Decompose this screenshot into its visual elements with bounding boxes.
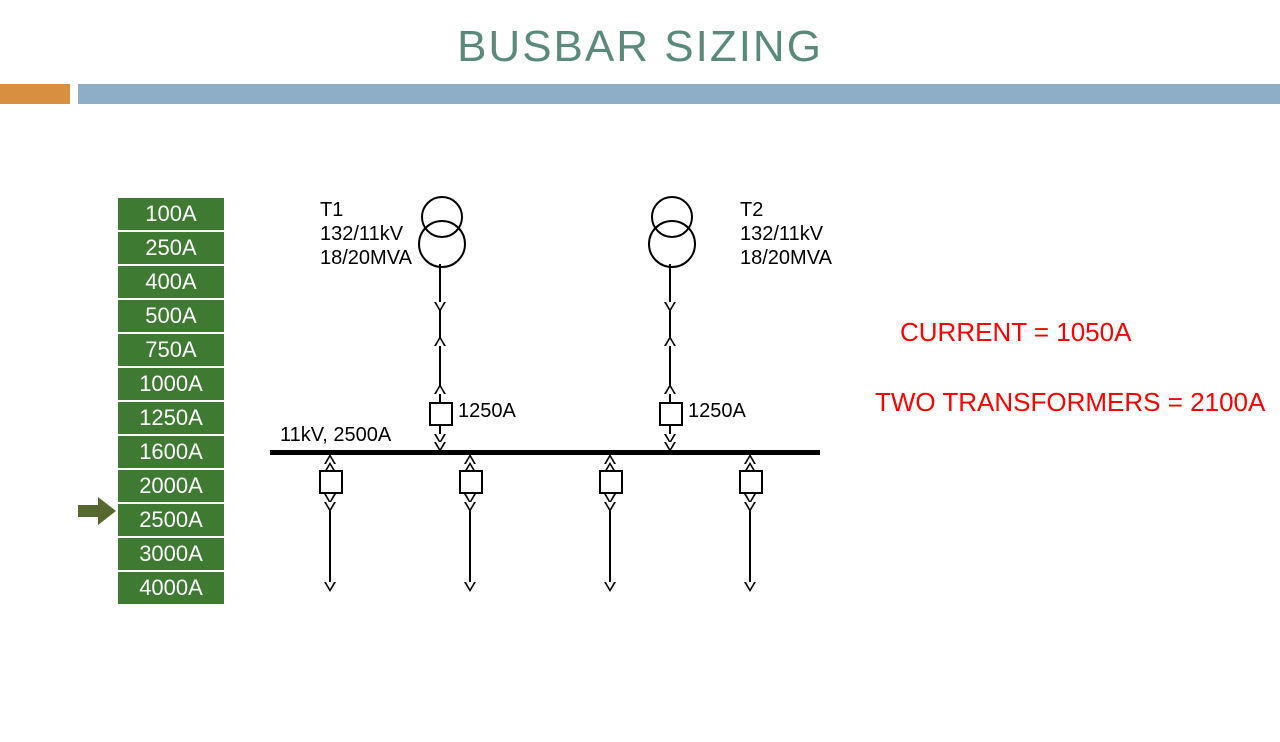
rating-item: 2500A — [118, 503, 224, 537]
incomer-line — [439, 264, 441, 402]
arrow-down-icon — [434, 442, 446, 452]
circuit-breaker — [429, 402, 453, 426]
arrow-down-icon — [664, 442, 676, 452]
arrow-up-icon — [664, 384, 676, 394]
busbar-label: 11kV, 2500A — [280, 424, 391, 447]
transformer-secondary-circle — [648, 220, 696, 268]
arrow-down-icon — [664, 302, 676, 312]
arrow-down-icon — [324, 502, 336, 512]
rating-list: 100A250A400A500A750A1000A1250A1600A2000A… — [118, 197, 224, 605]
arrow-down-icon — [604, 502, 616, 512]
feeder-breaker — [599, 470, 623, 494]
breaker-rating: 1250A — [688, 400, 746, 423]
feeder-breaker — [319, 470, 343, 494]
note-current: CURRENT = 1050A — [900, 317, 1131, 348]
rating-item: 4000A — [118, 571, 224, 605]
page-title: BUSBAR SIZING — [0, 22, 1280, 72]
feeder-breaker — [739, 470, 763, 494]
arrow-up-icon — [664, 336, 676, 346]
note-two-transformers: TWO TRANSFORMERS = 2100A — [875, 387, 1265, 418]
circuit-breaker — [659, 402, 683, 426]
rating-item: 250A — [118, 231, 224, 265]
transformer-secondary-circle — [418, 220, 466, 268]
arrow-down-icon — [464, 502, 476, 512]
feeder-breaker — [459, 470, 483, 494]
single-line-diagram: 11kV, 2500A T1132/11kV18/20MVA 1250A T2132/… — [260, 192, 900, 622]
incomer-line — [669, 264, 671, 402]
rating-item: 1600A — [118, 435, 224, 469]
accent-bar — [0, 84, 1280, 104]
rating-item: 1250A — [118, 401, 224, 435]
arrow-down-icon — [464, 582, 476, 592]
rating-item: 100A — [118, 197, 224, 231]
rating-item: 750A — [118, 333, 224, 367]
rating-item: 2000A — [118, 469, 224, 503]
arrow-up-icon — [434, 384, 446, 394]
busbar — [270, 450, 820, 455]
arrow-down-icon — [434, 302, 446, 312]
rating-item: 500A — [118, 299, 224, 333]
accent-blue — [78, 84, 1280, 104]
accent-gap — [70, 84, 78, 104]
transformer-label: T2132/11kV18/20MVA — [740, 198, 832, 270]
accent-orange — [0, 84, 70, 104]
transformer-label: T1132/11kV18/20MVA — [320, 198, 412, 270]
arrow-down-icon — [324, 582, 336, 592]
arrow-down-icon — [604, 582, 616, 592]
arrow-down-icon — [744, 502, 756, 512]
rating-item: 1000A — [118, 367, 224, 401]
arrow-up-icon — [434, 336, 446, 346]
breaker-rating: 1250A — [458, 400, 516, 423]
arrow-down-icon — [744, 582, 756, 592]
rating-item: 3000A — [118, 537, 224, 571]
rating-item: 400A — [118, 265, 224, 299]
